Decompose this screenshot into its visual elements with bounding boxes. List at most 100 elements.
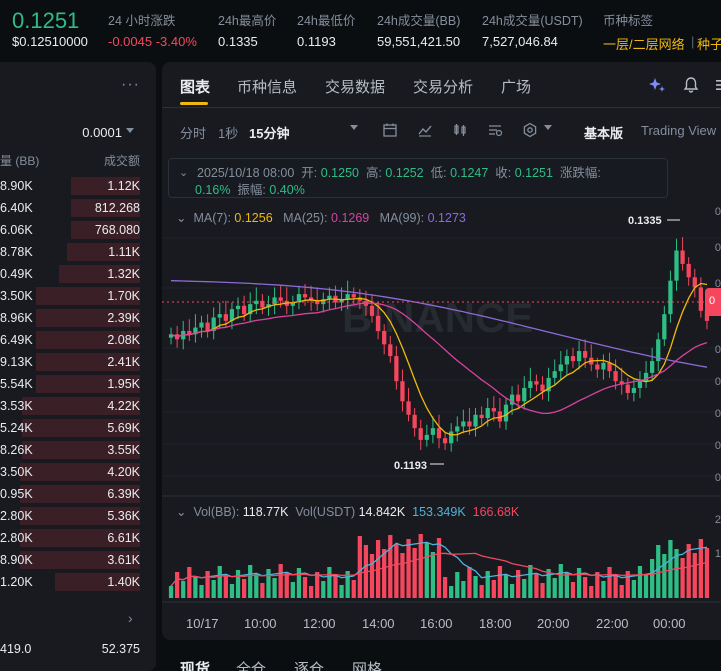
- candle-body: [528, 381, 533, 388]
- volume-bar: [211, 580, 216, 598]
- interval-15m-button[interactable]: 15分钟: [249, 126, 290, 141]
- candle-body: [485, 408, 490, 419]
- row-amount: 3.50K: [0, 465, 33, 479]
- chevron-right-icon[interactable]: ›: [128, 610, 133, 626]
- candle-body: [357, 297, 362, 301]
- volume-bb-label: 24h成交量(BB): [377, 14, 461, 28]
- calendar-icon[interactable]: [382, 122, 398, 138]
- row-amount: 2.80K: [0, 509, 33, 523]
- order-book-row[interactable]: 5.24K 5.69K: [0, 418, 140, 438]
- tab-chart[interactable]: 图表: [180, 79, 211, 96]
- order-book-row[interactable]: 1.20K 1.40K: [0, 572, 140, 592]
- candle-body: [199, 322, 204, 328]
- depth-bar: [22, 419, 140, 437]
- tab-trading-analysis[interactable]: 交易分析: [413, 79, 474, 96]
- indicator-icon[interactable]: [487, 122, 503, 138]
- volume-bar: [552, 578, 557, 598]
- row-total: 1.12K: [107, 179, 140, 193]
- tab-coin-info[interactable]: 币种信息: [237, 79, 298, 96]
- tab-trading-data[interactable]: 交易数据: [325, 79, 386, 96]
- row-total: 1.95K: [107, 377, 140, 391]
- order-book-row[interactable]: 6.06K 768.080: [0, 220, 140, 240]
- candle-body: [656, 339, 661, 362]
- high-value: 0.1252: [385, 166, 424, 180]
- menu-icon[interactable]: [714, 76, 721, 94]
- order-book-row[interactable]: 8.96K 2.39K: [0, 308, 140, 328]
- tag-link-layer[interactable]: 一层/二层网络: [603, 37, 685, 52]
- x-axis-label: 18:00: [479, 616, 512, 631]
- volume-bar: [369, 554, 375, 598]
- tag-link-seed[interactable]: 种子: [697, 37, 721, 52]
- order-book-row[interactable]: 8.90K 1.12K: [0, 176, 140, 196]
- ai-sparkle-icon[interactable]: [648, 76, 666, 94]
- depth-bar: [36, 375, 140, 393]
- bell-icon[interactable]: [682, 76, 700, 94]
- order-book-row[interactable]: 0.95K 6.39K: [0, 484, 140, 504]
- x-axis-label: 10/17: [186, 616, 219, 631]
- interval-dropdown-icon[interactable]: [350, 125, 358, 130]
- candle-body: [290, 302, 295, 306]
- x-axis-label: 00:00: [653, 616, 686, 631]
- volume-bar: [656, 545, 661, 598]
- candle-body: [473, 414, 478, 427]
- order-book-row[interactable]: 3.50K 4.20K: [0, 462, 140, 482]
- row-amount: 3.53K: [0, 399, 33, 413]
- candle-body: [388, 344, 393, 357]
- candle-body: [558, 364, 563, 372]
- time-sharing-button[interactable]: 分时: [180, 126, 207, 141]
- volume-bar: [321, 581, 326, 598]
- candle-body: [613, 371, 618, 382]
- volume-bar: [193, 576, 198, 598]
- high-marker: 0.1335: [628, 215, 662, 227]
- ma25-value: 0.1269: [331, 211, 370, 225]
- volume-bar: [217, 566, 222, 598]
- order-book-row[interactable]: 8.78K 1.11K: [0, 242, 140, 262]
- order-book-row[interactable]: 8.90K 3.61K: [0, 550, 140, 570]
- candle-icon[interactable]: [452, 122, 468, 138]
- more-options-icon[interactable]: ···: [121, 76, 140, 93]
- settings-icon[interactable]: [522, 122, 538, 138]
- volume-bar: [607, 567, 612, 598]
- low-value: 0.1193: [297, 34, 336, 49]
- order-book-row[interactable]: 6.49K 2.08K: [0, 330, 140, 350]
- line-chart-icon[interactable]: [417, 122, 433, 138]
- chevron-down-icon[interactable]: [126, 128, 134, 133]
- settings-dropdown-icon[interactable]: [544, 125, 552, 130]
- tab-square[interactable]: 广场: [501, 79, 532, 96]
- order-book-row[interactable]: 6.40K 812.268: [0, 198, 140, 218]
- volume-bar: [455, 572, 460, 598]
- volume-bar: [643, 575, 649, 598]
- order-book-row[interactable]: 0.49K 1.32K: [0, 264, 140, 284]
- basic-view-button[interactable]: 基本版: [584, 126, 624, 141]
- depth-bar: [71, 199, 140, 217]
- interval-1s-button[interactable]: 1秒: [218, 126, 239, 141]
- order-book-row[interactable]: 5.54K 1.95K: [0, 374, 140, 394]
- row-total: 1.40K: [107, 575, 140, 589]
- order-book-row[interactable]: 3.50K 1.70K: [0, 286, 140, 306]
- order-book-row[interactable]: 8.26K 3.55K: [0, 440, 140, 460]
- chevron-down-icon[interactable]: ⌄: [176, 505, 187, 519]
- tab-cross-margin[interactable]: 全仓: [236, 661, 267, 671]
- volume-bar: [619, 585, 624, 598]
- candle-body: [491, 408, 496, 412]
- order-book-row[interactable]: 3.53K 4.22K: [0, 396, 140, 416]
- tradingview-button[interactable]: Trading View: [641, 123, 717, 138]
- precision-select[interactable]: 0.0001: [82, 125, 122, 140]
- right-axis-tick: 0: [714, 472, 721, 484]
- order-book-row[interactable]: 9.13K 2.41K: [0, 352, 140, 372]
- high-label: 24h最高价: [218, 14, 277, 28]
- change-label: 24 小时涨跌: [108, 14, 176, 28]
- price-chart[interactable]: BINANCE: [162, 62, 721, 640]
- candle-body: [272, 297, 277, 305]
- vol-ma1-value: 153.349K: [412, 505, 466, 519]
- chevron-down-icon[interactable]: ⌄: [179, 167, 189, 179]
- tab-spot[interactable]: 现货: [180, 661, 211, 671]
- row-total: 1.32K: [107, 267, 140, 281]
- order-book-row[interactable]: 2.80K 5.36K: [0, 506, 140, 526]
- tab-isolated-margin[interactable]: 逐仓: [294, 661, 325, 671]
- order-book-row[interactable]: 2.80K 6.61K: [0, 528, 140, 548]
- tab-grid[interactable]: 网格: [352, 661, 383, 671]
- vol-usdt-label: Vol(USDT): [295, 505, 356, 519]
- candle-body: [217, 314, 222, 318]
- chevron-down-icon[interactable]: ⌄: [176, 211, 187, 225]
